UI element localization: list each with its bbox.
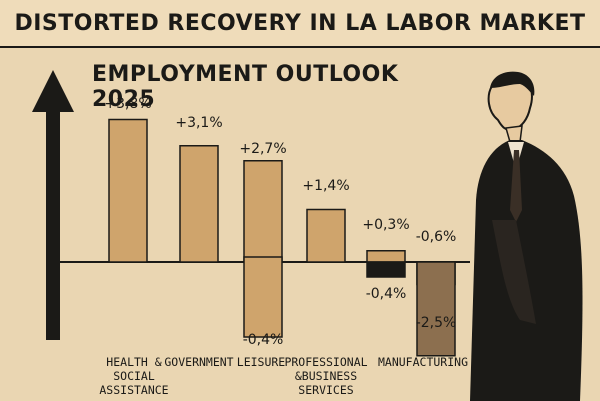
bar-positive-0 (108, 118, 148, 263)
chart-title: DISTORTED RECOVERY IN LA LABOR MARKET (14, 10, 586, 36)
bar-positive-1 (179, 145, 219, 263)
bar-positive-3 (306, 208, 346, 263)
up-arrow-icon (32, 70, 74, 340)
category-label-0: HEALTH & SOCIAL ASSISTANCE (99, 355, 168, 397)
category-label-1: GOVERNMENT (164, 355, 233, 369)
businessman-illustration (470, 71, 583, 401)
value-label-neg-5: -2,5% (416, 315, 457, 331)
value-label-neg-4: -0,4% (366, 286, 407, 302)
value-label-5: -0,6% (416, 229, 457, 245)
bar-negative-5 (416, 261, 456, 357)
value-label-neg-2: -0,4% (243, 332, 284, 348)
value-label-3: +1,4% (302, 178, 349, 194)
value-label-0: +3,8% (104, 96, 151, 112)
title-banner: DISTORTED RECOVERY IN LA LABOR MARKET (0, 0, 600, 48)
value-label-1: +3,1% (175, 115, 222, 131)
value-labels-group: +3,8% +3,1% +2,7% +1,4% +0,3% -0,6% -0,4% -0,4%… (104, 96, 456, 348)
category-label-3: PROFESSIONAL &BUSINESS SERVICES (284, 355, 367, 397)
value-label-4: +0,3% (362, 217, 409, 233)
bar-positive-2 (243, 160, 283, 263)
chart-subtitle: EMPLOYMENT OUTLOOK 2025 (92, 62, 399, 112)
value-label-2: +2,7% (239, 141, 286, 157)
bar-negative-2 (243, 256, 283, 338)
bar-positive-4 (366, 250, 406, 263)
bar-negative-4 (366, 261, 406, 278)
category-label-5: MANUFACTURING (378, 355, 468, 369)
bars-group (108, 118, 456, 357)
category-label-2: LEISURE (237, 355, 286, 369)
